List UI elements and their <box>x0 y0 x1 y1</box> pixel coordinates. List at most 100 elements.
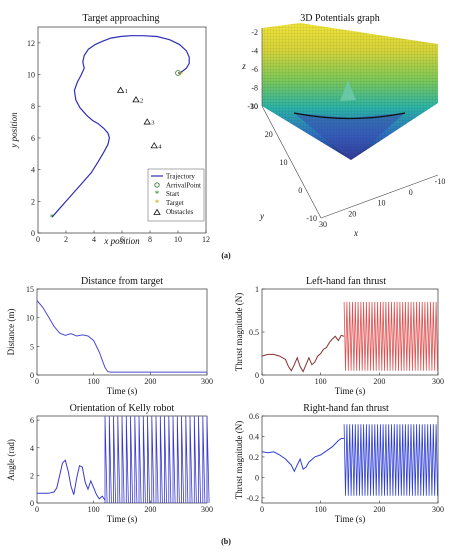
x-tick-label: 100 <box>315 505 327 514</box>
tick-labels: 0 100 200 300 0 5 10 15 <box>26 285 213 386</box>
x-tick-label: 200 <box>144 505 156 514</box>
plot-frame <box>36 288 208 376</box>
z-tick-labels: -10 -8 -6 -4 -2 <box>247 28 258 111</box>
x-axis-label: Time (s) <box>335 514 365 524</box>
obstacle-marker <box>143 118 151 125</box>
x-tick-label: 0 <box>36 235 40 244</box>
y-tick-label: 4 <box>30 444 34 453</box>
y-tick-label: 2 <box>30 471 34 480</box>
start-marker: * <box>50 213 55 223</box>
y-tick-label: 0 <box>31 229 35 238</box>
target-marker: * <box>179 70 184 80</box>
chart-kelly-orientation: Orientation of Kelly robot 0 100 200 300 0 2 4… <box>6 403 213 524</box>
series-orientation-early <box>37 459 106 501</box>
obstacle-marker <box>150 142 158 149</box>
x-tick-label: 6 <box>120 235 124 244</box>
y-tick-label: 6 <box>31 134 35 143</box>
x-axis <box>320 174 439 219</box>
y-tick-label: 10 <box>27 71 35 80</box>
y-tick-label: 0 <box>298 186 302 195</box>
chart-title: Target approaching <box>82 13 159 24</box>
y-axis-label: Distance (m) <box>6 309 16 356</box>
series-trajectory-line <box>51 35 190 218</box>
x-tick-label: 0 <box>35 505 39 514</box>
y-tick-label: 0 <box>255 371 259 380</box>
y-tick-label: 15 <box>26 285 34 294</box>
x-axis-label: x position <box>103 236 140 246</box>
x-tick-label: -10 <box>435 177 446 186</box>
x-tick-label: 200 <box>373 377 385 386</box>
y-tick-label: 20 <box>265 130 273 139</box>
y-tick-label: 0 <box>255 473 259 482</box>
x-tick-label: 12 <box>202 235 210 244</box>
x-tick-label: 300 <box>201 505 213 514</box>
y-tick-label: 6 <box>30 416 34 425</box>
obstacle-marker <box>132 96 140 103</box>
x-tick-label: 8 <box>148 235 152 244</box>
z-tick-label: -8 <box>251 84 258 93</box>
x-tick-label: 4 <box>92 235 96 244</box>
y-axis-label: y position <box>9 112 19 149</box>
series-right-thrust-early <box>261 438 345 473</box>
x-tick-label: 300 <box>201 377 213 386</box>
chart-right-fan-thrust: Right-hand fan thrust 0 100 200 300-0.200.2… <box>234 403 444 524</box>
y-tick-label: 12 <box>27 39 35 48</box>
z-axis-label: z <box>241 61 246 71</box>
obstacle-label: 2 <box>140 97 143 104</box>
x-tick-label: 10 <box>378 199 386 208</box>
y-tick-label: 4 <box>31 166 35 175</box>
legend-entry: Trajectory <box>166 173 195 181</box>
series-left-thrust-oscillation <box>343 301 438 371</box>
chart-title: Left-hand fan thrust <box>306 276 386 287</box>
y-axis-label: Thrust magnitude (N) <box>234 421 244 499</box>
y-tick-label: 0.4 <box>249 432 259 441</box>
y-axis-label: Angle (rad) <box>6 439 16 481</box>
x-tick-label: 100 <box>88 377 100 386</box>
tick-labels: 0 100 200 300 0 2 4 6 <box>30 416 213 514</box>
z-tick-label: -10 <box>247 102 258 111</box>
y-tick-label: 30 <box>250 102 258 111</box>
legend-swatch-arrival <box>154 182 160 188</box>
y-tick-label: 8 <box>31 102 35 111</box>
y-axis-label: y <box>259 211 264 221</box>
y-tick-label: 1 <box>255 285 259 294</box>
x-tick-label: 30 <box>319 220 327 229</box>
chart-potentials-3d: 3D Potentials graph -10 -8 -6 -4 -2 z 30 20 10… <box>241 13 445 238</box>
chart-title: 3D Potentials graph <box>300 13 379 24</box>
x-tick-label: 10 <box>174 235 182 244</box>
z-tick-label: -2 <box>251 28 258 37</box>
panel-label-a: (a) <box>221 251 231 260</box>
chart-distance-from-target: Distance from target 0 100 200 300 0 5 10 15 Ti… <box>6 276 213 396</box>
chart-title: Right-hand fan thrust <box>303 403 389 414</box>
tick-labels: 0 100 200 300-0.200.20.40.6 <box>246 412 444 514</box>
chart-title: Distance from target <box>81 276 163 287</box>
x-tick-label: 300 <box>432 377 444 386</box>
y-tick-label: 0 <box>30 499 34 508</box>
trajectory-projection <box>293 112 406 120</box>
series-left-thrust-early <box>261 334 345 373</box>
y-axis <box>261 105 322 219</box>
legend-entry: Obstacles <box>166 208 193 216</box>
x-tick-label: 200 <box>373 505 385 514</box>
x-axis-label: Time (s) <box>335 386 365 396</box>
x-axis-label: Time (s) <box>107 514 137 524</box>
legend-swatch-target: * <box>155 198 160 208</box>
y-tick-label: 10 <box>280 158 288 167</box>
y-tick-label: 0.6 <box>249 412 259 421</box>
series-right-thrust-oscillation <box>343 424 438 496</box>
surface-well <box>294 113 405 160</box>
x-tick-label: 0 <box>260 505 264 514</box>
y-tick-label: -0.2 <box>246 494 259 503</box>
x-tick-label: 0 <box>260 377 264 386</box>
obstacle-label: 4 <box>158 143 162 150</box>
x-axis-label: Time (s) <box>107 386 137 396</box>
z-tick-label: -6 <box>251 65 258 74</box>
legend-swatch-obstacles <box>153 208 161 215</box>
y-tick-label: 0.2 <box>249 453 259 462</box>
y-tick-label: 10 <box>26 314 34 323</box>
z-tick-label: -4 <box>251 47 258 56</box>
legend-entry: Target <box>166 199 184 207</box>
